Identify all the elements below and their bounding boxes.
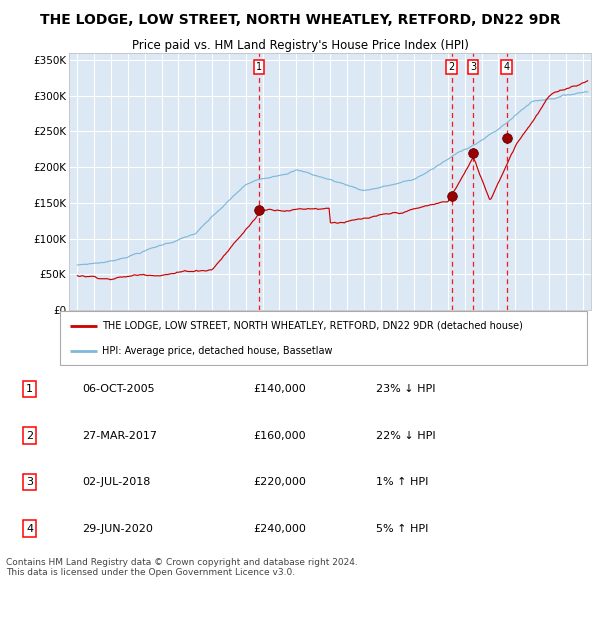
Text: 3: 3 [470, 62, 476, 72]
Text: 1: 1 [26, 384, 33, 394]
Text: 1% ↑ HPI: 1% ↑ HPI [376, 477, 429, 487]
Text: HPI: Average price, detached house, Bassetlaw: HPI: Average price, detached house, Bass… [103, 347, 333, 356]
Text: £240,000: £240,000 [253, 523, 306, 534]
Text: £140,000: £140,000 [253, 384, 306, 394]
Text: 3: 3 [26, 477, 33, 487]
Text: Contains HM Land Registry data © Crown copyright and database right 2024.
This d: Contains HM Land Registry data © Crown c… [6, 558, 358, 577]
Text: 29-JUN-2020: 29-JUN-2020 [82, 523, 154, 534]
Text: 4: 4 [26, 523, 33, 534]
Text: Price paid vs. HM Land Registry's House Price Index (HPI): Price paid vs. HM Land Registry's House … [131, 38, 469, 51]
Text: £160,000: £160,000 [253, 430, 305, 441]
Text: 02-JUL-2018: 02-JUL-2018 [82, 477, 151, 487]
Text: THE LODGE, LOW STREET, NORTH WHEATLEY, RETFORD, DN22 9DR (detached house): THE LODGE, LOW STREET, NORTH WHEATLEY, R… [103, 321, 523, 330]
Text: 2: 2 [449, 62, 455, 72]
Text: 4: 4 [503, 62, 510, 72]
Text: 27-MAR-2017: 27-MAR-2017 [82, 430, 157, 441]
Text: 2: 2 [26, 430, 33, 441]
Text: 5% ↑ HPI: 5% ↑ HPI [376, 523, 429, 534]
Text: £220,000: £220,000 [253, 477, 306, 487]
Text: 06-OCT-2005: 06-OCT-2005 [82, 384, 155, 394]
Text: 23% ↓ HPI: 23% ↓ HPI [376, 384, 436, 394]
Text: 22% ↓ HPI: 22% ↓ HPI [376, 430, 436, 441]
FancyBboxPatch shape [59, 311, 587, 365]
Text: 1: 1 [256, 62, 262, 72]
Text: THE LODGE, LOW STREET, NORTH WHEATLEY, RETFORD, DN22 9DR: THE LODGE, LOW STREET, NORTH WHEATLEY, R… [40, 13, 560, 27]
